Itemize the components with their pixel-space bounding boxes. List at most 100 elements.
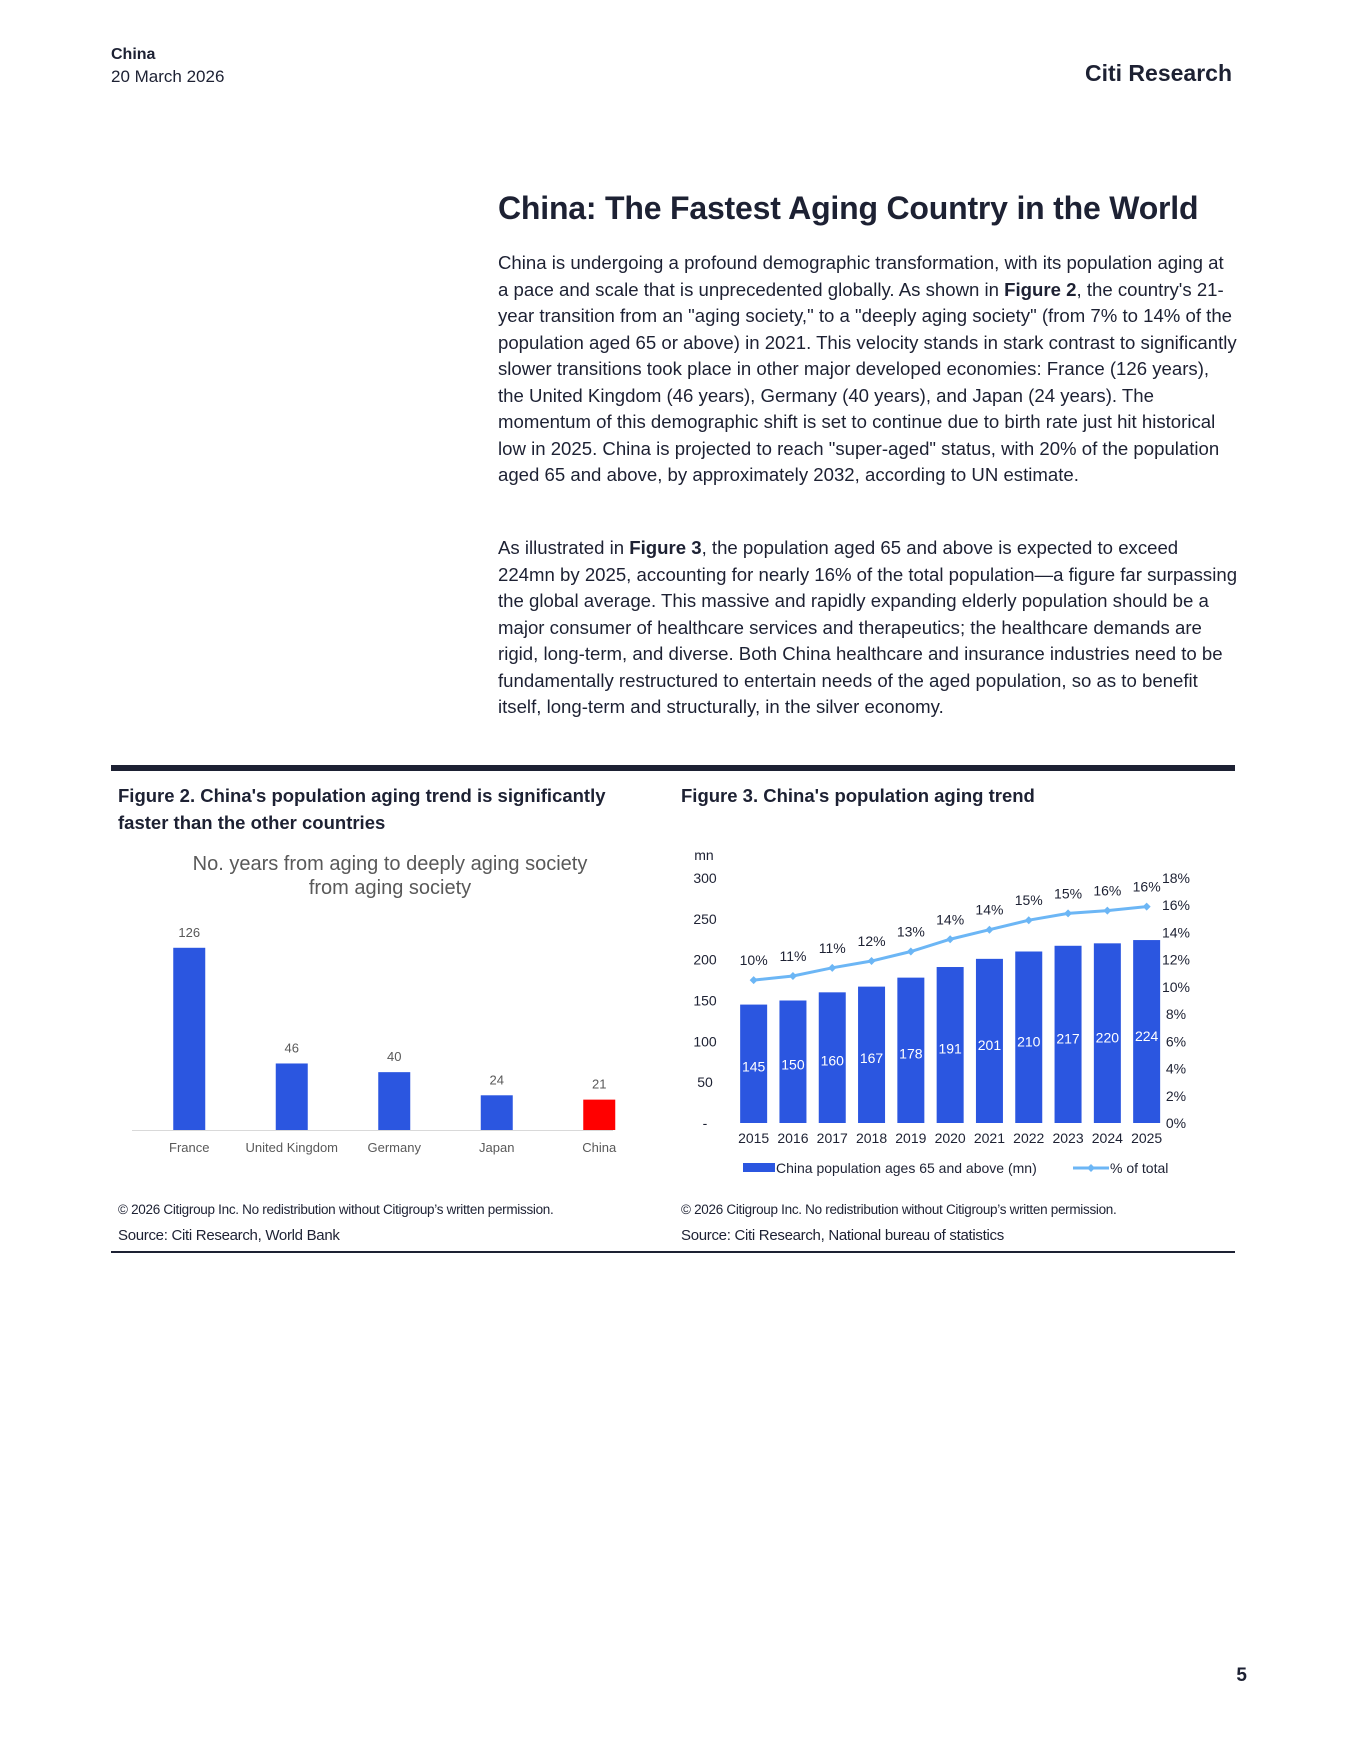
- x-tick-label: Germany: [368, 1140, 422, 1155]
- x-tick-label: 2022: [1013, 1130, 1044, 1146]
- figure3-source: Source: Citi Research, National bureau o…: [681, 1227, 1004, 1244]
- x-tick-label: 2015: [738, 1130, 769, 1146]
- legend-line-marker: [1087, 1164, 1095, 1172]
- right-axis-tick: 2%: [1166, 1088, 1186, 1104]
- left-axis-tick: 100: [693, 1033, 717, 1049]
- legend-bar-swatch: [743, 1163, 775, 1172]
- line-marker: [1142, 902, 1151, 911]
- bar-data-label: 24: [490, 1072, 504, 1087]
- left-axis-tick: 150: [693, 993, 717, 1009]
- figure2-source: Source: Citi Research, World Bank: [118, 1227, 340, 1244]
- left-axis-tick: 250: [693, 911, 717, 927]
- bar-data-label: 21: [592, 1077, 606, 1092]
- left-axis-unit: mn: [694, 847, 713, 863]
- line-marker: [1064, 909, 1073, 918]
- article-title: China: The Fastest Aging Country in the …: [498, 190, 1199, 226]
- x-tick-label: Japan: [479, 1140, 514, 1155]
- left-axis-tick: 300: [693, 870, 717, 886]
- paragraph-text-run: As illustrated in: [498, 537, 630, 558]
- bar-2016: [779, 1000, 807, 1123]
- page-number: 5: [1236, 1665, 1247, 1686]
- left-axis-tick: -: [703, 1115, 708, 1131]
- bar-data-label: 145: [742, 1058, 766, 1074]
- bar-data-label: 217: [1056, 1031, 1080, 1047]
- x-tick-label: 2019: [895, 1130, 926, 1146]
- bar-data-label: 40: [387, 1049, 401, 1064]
- right-axis-tick: 10%: [1162, 979, 1190, 995]
- line-data-label: 15%: [1054, 885, 1082, 901]
- bar-germany: [378, 1072, 411, 1130]
- bar-2018: [858, 986, 886, 1123]
- figure-reference: Figure 3: [629, 537, 702, 558]
- chart-title-line: No. years from aging to deeply aging soc…: [193, 853, 588, 875]
- x-tick-label: 2017: [817, 1130, 848, 1146]
- bar-united-kingdom: [275, 1063, 308, 1130]
- bar-data-label: 191: [938, 1041, 962, 1057]
- bar-france: [173, 947, 206, 1130]
- bar-data-label: 224: [1135, 1028, 1159, 1044]
- x-tick-label: 2023: [1052, 1130, 1083, 1146]
- bar-2021: [975, 958, 1003, 1123]
- figure2-bar-chart: No. years from aging to deeply aging soc…: [132, 853, 617, 1155]
- left-axis-tick: 50: [697, 1074, 713, 1090]
- bar-2020: [936, 967, 964, 1123]
- figures-top-rule: [111, 765, 1235, 771]
- x-tick-label: United Kingdom: [246, 1140, 339, 1155]
- right-axis-tick: 18%: [1162, 870, 1190, 886]
- figure3-copyright: © 2026 Citigroup Inc. No redistribution …: [681, 1202, 1117, 1217]
- x-tick-label: China: [582, 1140, 617, 1155]
- right-axis-tick: 16%: [1162, 897, 1190, 913]
- bar-2019: [897, 977, 925, 1123]
- x-tick-label: 2016: [777, 1130, 808, 1146]
- bar-china: [583, 1099, 616, 1130]
- paragraph-text-run: , the population aged 65 and above is ex…: [498, 537, 1238, 717]
- bar-2024: [1093, 943, 1121, 1123]
- line-data-label: 14%: [936, 911, 964, 927]
- x-tick-label: 2018: [856, 1130, 887, 1146]
- x-tick-label: 2020: [935, 1130, 966, 1146]
- bar-data-label: 201: [978, 1037, 1002, 1053]
- line-data-label: 12%: [858, 933, 886, 949]
- figure3-combo-chart: mn - 50 100 150 200 250 300 0% 2% 4% 6% 8% 10% 12% 14% 1…: [693, 847, 1190, 1176]
- line-marker: [1103, 906, 1112, 915]
- bar-data-label: 220: [1096, 1030, 1120, 1046]
- line-data-label: 15%: [1015, 892, 1043, 908]
- right-axis-tick: 12%: [1162, 952, 1190, 968]
- line-marker: [985, 925, 994, 934]
- legend-line-label: % of total: [1110, 1160, 1168, 1176]
- header-region: China: [111, 46, 156, 63]
- bar-2015: [740, 1004, 768, 1123]
- bar-data-label: 46: [285, 1040, 299, 1055]
- right-axis-tick: 8%: [1166, 1006, 1186, 1022]
- line-marker: [906, 947, 915, 956]
- left-axis-tick: 200: [693, 952, 717, 968]
- chart-title-line: from aging society: [309, 877, 471, 899]
- figures-bottom-rule: [111, 1251, 1235, 1253]
- right-axis-tick: 14%: [1162, 924, 1190, 940]
- header-date: 20 March 2026: [111, 67, 225, 86]
- paragraph-text-run: , the country's 21-year transition from …: [498, 278, 1237, 486]
- figure2-title: Figure 2. China's population aging trend…: [118, 785, 606, 833]
- line-data-label: 13%: [897, 924, 925, 940]
- bar-2025: [1133, 940, 1161, 1123]
- line-marker: [788, 972, 797, 980]
- x-tick-label: 2021: [974, 1130, 1005, 1146]
- article-paragraph-1: China is undergoing a profound demograph…: [498, 250, 1238, 489]
- article-paragraph-2: As illustrated in Figure 3, the populati…: [498, 535, 1238, 721]
- line-data-label: 11%: [819, 940, 846, 956]
- right-axis-tick: 6%: [1166, 1033, 1186, 1049]
- bar-japan: [480, 1095, 513, 1130]
- bar-data-label: 126: [178, 925, 200, 940]
- legend-bar-label: China population ages 65 and above (mn): [776, 1160, 1037, 1176]
- header-brand: Citi Research: [1084, 60, 1232, 86]
- line-marker: [828, 963, 837, 972]
- right-axis-tick: 0%: [1166, 1115, 1186, 1131]
- line-data-label: 10%: [740, 952, 768, 968]
- line-marker: [749, 976, 758, 985]
- bar-2022: [1015, 951, 1043, 1123]
- figure3-title: Figure 3. China's population aging trend: [681, 785, 1035, 806]
- line-data-label: 11%: [779, 948, 806, 964]
- bar-data-label: 178: [899, 1046, 923, 1062]
- bar-data-label: 150: [781, 1056, 805, 1072]
- right-axis-tick: 4%: [1166, 1061, 1186, 1077]
